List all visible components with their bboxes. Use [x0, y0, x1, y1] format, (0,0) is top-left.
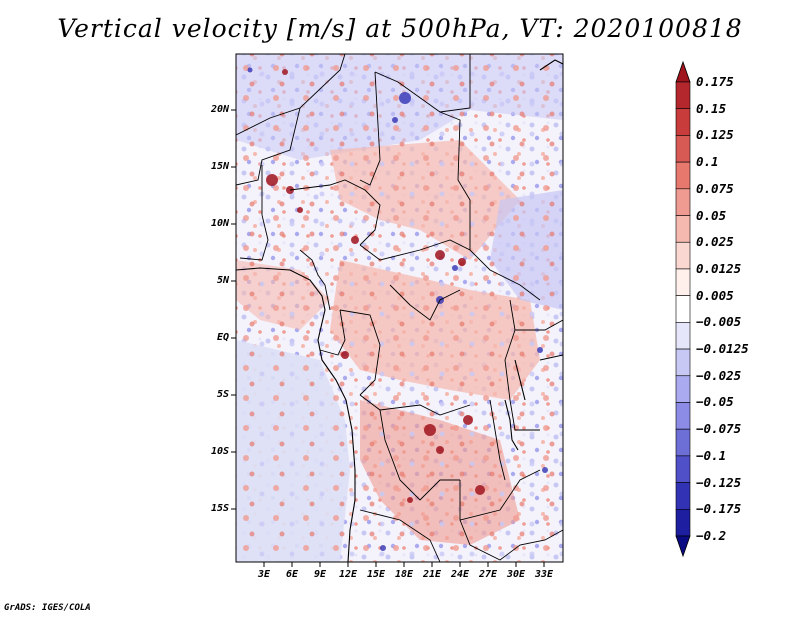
colorbar-label: 0.025 — [696, 234, 734, 250]
colorbar-segment — [675, 81, 691, 110]
map-frame — [235, 53, 564, 563]
lon-label: 21E — [422, 569, 442, 580]
colorbar-segment — [675, 268, 691, 296]
lat-label: 15S — [210, 503, 229, 514]
lon-label: 18E — [394, 569, 414, 580]
colorbar-label: −0.2 — [696, 528, 727, 543]
colorbar-segment — [675, 375, 691, 403]
country-borders — [236, 54, 563, 562]
colorbar-segment — [675, 322, 691, 350]
lon-label: 3E — [257, 569, 271, 580]
colorbar-label: −0.05 — [696, 394, 734, 410]
colorbar-label: 0.125 — [696, 127, 734, 143]
credit-text: GrADS: IGES/COLA — [4, 603, 91, 613]
colorbar-label: 0.1 — [696, 154, 719, 170]
colorbar-label: 0.175 — [696, 74, 734, 89]
colorbar-label: 0.15 — [696, 100, 727, 116]
colorbar-segment — [675, 428, 691, 457]
colorbar-segment — [675, 108, 691, 136]
colorbar-segment — [675, 215, 691, 243]
lat-label: 5S — [216, 389, 229, 400]
colorbar-label: 0.05 — [696, 207, 727, 223]
colorbar-label: −0.125 — [696, 474, 742, 490]
lon-label: 30E — [506, 569, 526, 580]
lat-label: 10N — [210, 218, 229, 229]
coastlines — [236, 59, 563, 562]
colorbar-label: −0.175 — [696, 501, 742, 517]
lon-label: 6E — [285, 569, 299, 580]
colorbar-top-arrow — [675, 60, 691, 83]
colorbar-label: 0.005 — [696, 287, 734, 303]
lon-label: 24E — [450, 569, 470, 580]
colorbar-bottom-arrow — [675, 535, 691, 558]
colorbar-label: −0.005 — [696, 314, 742, 330]
lat-label: EQ — [216, 332, 229, 343]
colorbar-segment — [675, 455, 691, 483]
lon-label: 33E — [534, 569, 554, 580]
colorbar-segment — [675, 348, 691, 377]
lon-label: 15E — [366, 569, 386, 580]
lat-label: 20N — [210, 104, 229, 115]
colorbar-segment — [675, 241, 691, 270]
colorbar-segment — [675, 402, 691, 430]
lat-label: 15N — [210, 161, 229, 172]
colorbar — [675, 60, 691, 558]
colorbar-label: 0.075 — [696, 180, 734, 196]
colorbar-segment — [675, 482, 691, 510]
colorbar-segment — [675, 295, 691, 323]
lat-label: 10S — [210, 446, 229, 457]
lon-label: 12E — [338, 569, 358, 580]
colorbar-label: −0.1 — [696, 447, 727, 463]
lat-label: 5N — [216, 275, 229, 286]
colorbar-segment — [675, 508, 691, 537]
axis-ticks — [231, 109, 545, 567]
velocity-field — [236, 54, 563, 562]
colorbar-segment — [675, 135, 691, 163]
colorbar-segment — [675, 188, 691, 216]
colorbar-label: −0.0125 — [696, 341, 749, 357]
colorbar-label: −0.025 — [696, 367, 742, 383]
colorbar-label: −0.075 — [696, 421, 742, 437]
map-title: Vertical velocity [m/s] at 500hPa, VT: 2… — [57, 14, 743, 43]
lon-label: 27E — [478, 569, 498, 580]
lon-label: 9E — [313, 569, 327, 580]
colorbar-label: 0.0125 — [696, 260, 742, 276]
colorbar-segment — [675, 161, 691, 190]
